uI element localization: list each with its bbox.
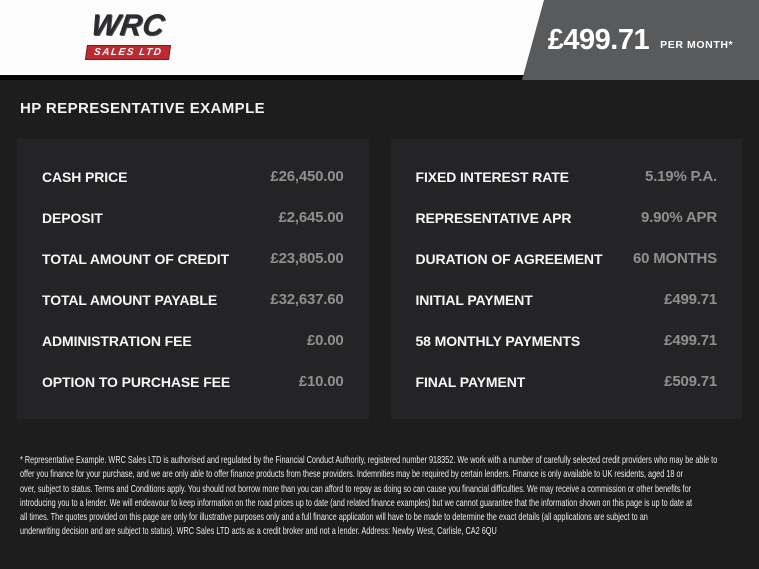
finance-row: TOTAL AMOUNT OF CREDIT £23,805.00 [42,238,344,279]
finance-row: INITIAL PAYMENT £499.71 [416,279,718,320]
finance-row-label: CASH PRICE [42,168,128,185]
finance-row-value: £26,450.00 [270,168,344,185]
finance-row-value: £499.71 [664,332,717,349]
brand-logo-sales-ltd-text: SALES LTD [84,45,172,60]
finance-row: OPTION TO PURCHASE FEE £10.00 [42,361,344,402]
page-title: HP REPRESENTATIVE EXAMPLE [20,100,266,117]
brand-logo-wrc-text: WRC [89,9,167,42]
monthly-price-period: PER MONTH* [660,39,734,51]
top-bar: WRC SALES LTD £499.71 PER MONTH* [0,0,759,80]
disclaimer-text: * Representative Example. WRC Sales LTD … [20,454,718,538]
finance-row-label: ADMINISTRATION FEE [42,332,192,349]
finance-row: 58 MONTHLY PAYMENTS £499.71 [416,320,718,361]
finance-row-label: REPRESENTATIVE APR [415,209,572,226]
finance-panel-right: FIXED INTEREST RATE 5.19% P.A. REPRESENT… [390,139,742,419]
finance-row-value: 5.19% P.A. [645,168,717,185]
finance-row: REPRESENTATIVE APR 9.90% APR [416,197,718,238]
finance-row-label: DURATION OF AGREEMENT [415,250,603,267]
finance-row-label: FIXED INTEREST RATE [415,168,570,185]
monthly-price-amount: £499.71 [547,23,650,56]
finance-row-label: OPTION TO PURCHASE FEE [42,373,231,390]
finance-row: TOTAL AMOUNT PAYABLE £32,637.60 [42,279,344,320]
finance-row-value: £10.00 [298,373,344,390]
top-bar-divider [0,75,759,80]
finance-row-label: DEPOSIT [42,209,103,226]
finance-row-label: FINAL PAYMENT [415,373,526,390]
finance-row: CASH PRICE £26,450.00 [42,156,344,197]
finance-panel-left: CASH PRICE £26,450.00 DEPOSIT £2,645.00 … [17,139,369,419]
finance-row: DURATION OF AGREEMENT 60 MONTHS [416,238,718,279]
finance-row-label: TOTAL AMOUNT OF CREDIT [42,250,230,267]
finance-row-value: £0.00 [306,332,344,349]
finance-details: CASH PRICE £26,450.00 DEPOSIT £2,645.00 … [17,139,742,419]
finance-row-value: £509.71 [664,373,717,390]
finance-row-value: £32,637.60 [270,291,344,308]
finance-row-label: INITIAL PAYMENT [415,291,533,308]
finance-row-value: £2,645.00 [278,209,344,226]
finance-row: FIXED INTEREST RATE 5.19% P.A. [416,156,718,197]
finance-row-label: TOTAL AMOUNT PAYABLE [42,291,218,308]
finance-row-value: £499.71 [664,291,717,308]
brand-logo: WRC SALES LTD [76,9,180,60]
finance-row-value: £23,805.00 [270,250,344,267]
finance-row: FINAL PAYMENT £509.71 [416,361,718,402]
finance-row-value: 9.90% APR [640,209,717,226]
finance-row: ADMINISTRATION FEE £0.00 [42,320,344,361]
finance-row-label: 58 MONTHLY PAYMENTS [415,332,581,349]
finance-row: DEPOSIT £2,645.00 [42,197,344,238]
finance-row-value: 60 MONTHS [632,250,717,267]
monthly-price-banner: £499.71 PER MONTH* [522,0,759,80]
